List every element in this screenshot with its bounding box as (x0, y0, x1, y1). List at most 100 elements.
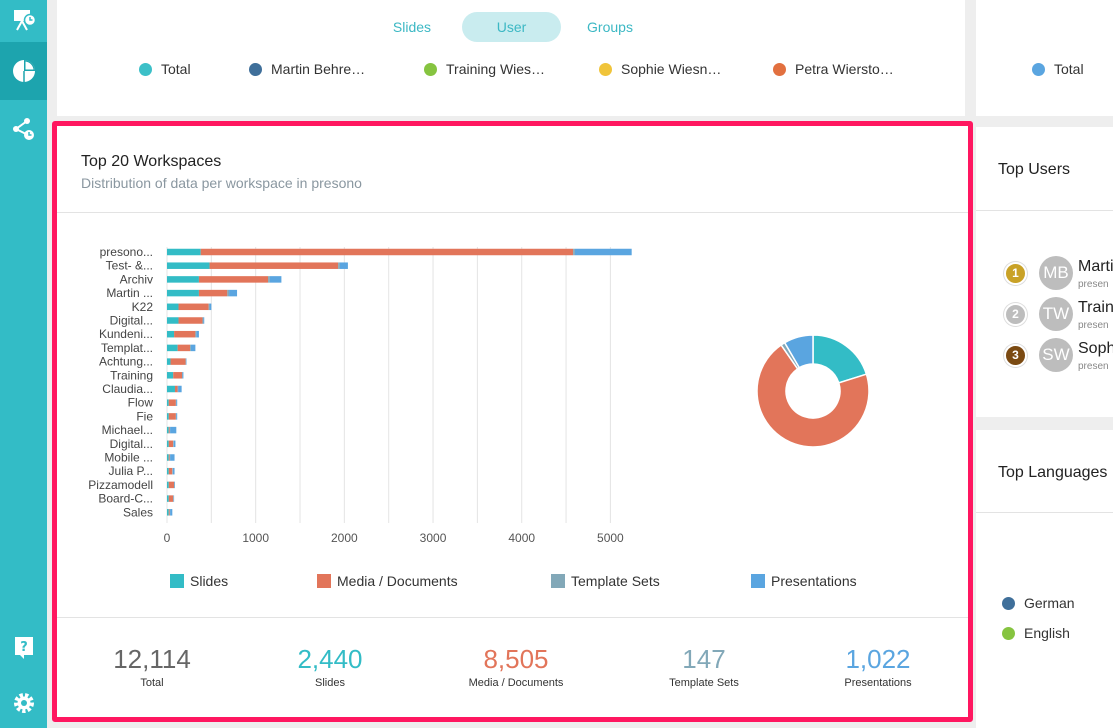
bar-segment (167, 358, 171, 365)
share-stats-icon[interactable] (0, 112, 47, 146)
category-label: Digital... (110, 437, 153, 451)
bar-segment (195, 330, 197, 338)
bar-segment (573, 248, 575, 256)
bar-segment (190, 344, 191, 352)
bar-segment (170, 426, 177, 434)
user-name[interactable]: Soph (1078, 340, 1113, 357)
legend-marker (424, 62, 437, 76)
bar-segment (196, 330, 199, 338)
category-label: Archiv (120, 272, 153, 286)
bar-segment (227, 289, 230, 297)
bar-segment (167, 495, 169, 502)
user-name[interactable]: Train (1078, 299, 1113, 316)
legend-item-martin[interactable]: Martin Behre… (249, 61, 365, 77)
settings-icon[interactable] (0, 688, 47, 718)
stat-label: Media / Documents (468, 677, 564, 689)
legend-item-german[interactable]: German (1002, 595, 1075, 611)
category-label: Templat... (101, 341, 153, 355)
user-name[interactable]: Marti (1078, 258, 1113, 275)
category-label: K22 (132, 300, 154, 314)
x-tick-label: 2000 (331, 531, 358, 545)
bar-segment (167, 372, 174, 379)
legend-label: German (1024, 595, 1075, 611)
bar-segment (168, 495, 174, 502)
help-icon[interactable]: ? (0, 632, 47, 662)
stat-value: 2,440 (297, 644, 363, 674)
category-label: Test- &... (106, 259, 153, 273)
pie-slice (812, 334, 868, 384)
bar-segment (167, 481, 169, 489)
legend-item-english[interactable]: English (1002, 625, 1070, 641)
legend-item-training[interactable]: Training Wies… (424, 61, 545, 77)
legend-item-total-right[interactable]: Total (1032, 61, 1084, 77)
stat-label: Total (140, 677, 164, 689)
total-card: Total (976, 0, 1113, 116)
bar-segment (198, 276, 269, 283)
legend-marker (599, 62, 612, 76)
legend-label: Slides (190, 573, 229, 589)
bar-segment (167, 385, 175, 393)
pie-slice (756, 343, 870, 448)
bar-segment (208, 303, 210, 311)
top-languages-card: Top Languages German English (976, 430, 1113, 728)
bar-segment (172, 467, 175, 475)
tab-slides[interactable]: Slides (392, 19, 432, 35)
category-label: Sales (123, 505, 153, 519)
pie-chart-icon[interactable] (0, 42, 47, 100)
legend-item-presentations[interactable]: Presentations (751, 573, 857, 589)
presentation-stats-icon[interactable] (0, 0, 47, 42)
divider (976, 210, 1113, 211)
x-tick-label: 5000 (597, 531, 624, 545)
bar-segment (167, 344, 178, 352)
legend-item-media[interactable]: Media / Documents (317, 573, 458, 589)
bar-segment (209, 262, 339, 269)
category-label: Achtung... (99, 355, 153, 369)
card-title: Top Users (998, 161, 1071, 178)
avatar: SW (1039, 338, 1073, 372)
bar-segment (268, 276, 270, 283)
stat-value: 8,505 (483, 644, 549, 674)
bar-segment (202, 317, 204, 324)
legend-label: Petra Wiersto… (795, 61, 894, 77)
legend-item-total[interactable]: Total (139, 61, 191, 77)
svg-text:?: ? (20, 640, 28, 655)
bar-segment (198, 289, 228, 297)
legend-marker (317, 574, 331, 588)
user-subtitle: presen (1078, 361, 1109, 372)
legend-item-slides[interactable]: Slides (170, 573, 228, 589)
stat-media: 8,505 Media / Documents (436, 643, 596, 689)
category-label: Julia P... (109, 464, 153, 478)
legend-label: Training Wies… (446, 61, 546, 77)
bar-segment (574, 248, 632, 256)
divider (57, 212, 968, 213)
divider (976, 512, 1113, 513)
x-tick-label: 1000 (242, 531, 269, 545)
bar-segment (177, 344, 191, 352)
legend-item-petra[interactable]: Petra Wiersto… (773, 61, 894, 77)
stat-value: 12,114 (113, 644, 191, 674)
legend-label: Total (161, 61, 191, 77)
category-label: Fie (136, 409, 153, 423)
bar-segment (167, 467, 169, 475)
tab-user[interactable]: User (462, 12, 561, 42)
bar-segment (167, 509, 169, 516)
bar-segment (174, 385, 178, 393)
bar-segment (168, 509, 170, 516)
legend-item-template-sets[interactable]: Template Sets (551, 573, 660, 589)
tab-groups[interactable]: Groups (587, 19, 633, 35)
bar-segment (167, 413, 169, 420)
category-label: presono... (100, 245, 153, 259)
card-subtitle: Distribution of data per workspace in pr… (81, 175, 362, 191)
bar-segment (338, 262, 340, 269)
rank-badge: 3 (1004, 344, 1027, 367)
divider (57, 617, 968, 618)
legend-marker (1032, 62, 1045, 76)
bar-segment (200, 248, 574, 256)
stat-slides: 2,440 Slides (250, 643, 410, 689)
card-title: Top Languages (998, 464, 1108, 481)
bar-segment (174, 330, 196, 338)
legend-label: Total (1054, 61, 1084, 77)
bar-segment (178, 385, 182, 393)
legend-item-sophie[interactable]: Sophie Wiesn… (599, 61, 721, 77)
bar-segment (168, 440, 174, 448)
